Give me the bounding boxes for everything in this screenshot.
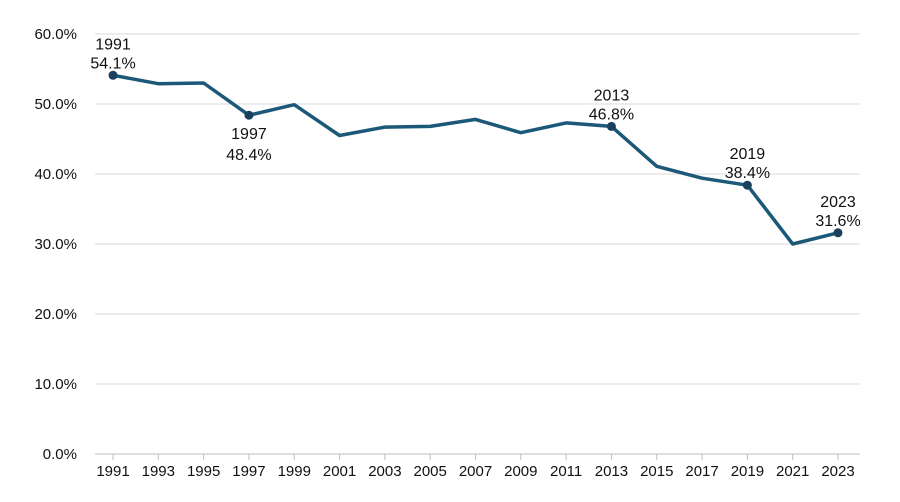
x-axis: 1991 1993 1995 1997 1999 2001 2003 2005 2007 2009… bbox=[96, 454, 855, 480]
x-tick-label: 2015 bbox=[640, 463, 673, 480]
y-tick-label: 30.0% bbox=[34, 236, 77, 253]
annotation-value-label: 31.6% bbox=[815, 213, 860, 230]
x-tick-label: 2019 bbox=[731, 463, 764, 480]
x-tick-label: 1997 bbox=[232, 463, 265, 480]
x-tick-label: 2009 bbox=[504, 463, 537, 480]
x-tick-label: 2007 bbox=[459, 463, 492, 480]
x-tick-label: 2001 bbox=[323, 463, 356, 480]
annotation-year-label: 1991 bbox=[95, 36, 131, 53]
data-point-marker bbox=[606, 121, 616, 131]
data-point-marker bbox=[244, 110, 254, 120]
annotation-value-label: 46.8% bbox=[589, 106, 634, 123]
data-point-marker bbox=[108, 70, 118, 80]
annotation-value-label: 54.1% bbox=[90, 55, 135, 72]
x-tick-label: 2003 bbox=[368, 463, 401, 480]
data-point-marker bbox=[833, 228, 843, 238]
annotation-year-label: 2013 bbox=[594, 87, 630, 104]
x-tick-label: 2013 bbox=[595, 463, 628, 480]
x-tick-label: 1993 bbox=[142, 463, 175, 480]
data-point-marker bbox=[742, 180, 752, 190]
y-axis: 0.0% 10.0% 20.0% 30.0% 40.0% 50.0% 60.0% bbox=[34, 26, 77, 463]
x-tick-label: 2023 bbox=[821, 463, 854, 480]
annotation-value-label: 48.4% bbox=[226, 147, 271, 164]
x-tick-label: 2021 bbox=[776, 463, 809, 480]
series-line bbox=[111, 73, 840, 246]
annotation-year-label: 1997 bbox=[231, 126, 267, 143]
x-tick-label: 1991 bbox=[96, 463, 129, 480]
y-tick-label: 10.0% bbox=[34, 376, 77, 393]
y-tick-label: 20.0% bbox=[34, 306, 77, 323]
x-tick-label: 2017 bbox=[685, 463, 718, 480]
annotation-layer: 1991 54.1% 1997 48.4% 2013 46.8% 2019 38.4% 2023… bbox=[90, 36, 861, 238]
annotation-year-label: 2019 bbox=[730, 146, 766, 163]
x-tick-label: 2011 bbox=[550, 463, 582, 480]
annotation-year-label: 2023 bbox=[820, 194, 856, 211]
series-layer bbox=[111, 73, 840, 246]
y-tick-label: 0.0% bbox=[43, 446, 77, 463]
y-tick-label: 60.0% bbox=[34, 26, 77, 43]
x-tick-label: 1999 bbox=[278, 463, 311, 480]
x-tick-label: 2005 bbox=[414, 463, 447, 480]
y-tick-label: 40.0% bbox=[34, 166, 77, 183]
annotation-value-label: 38.4% bbox=[725, 165, 770, 182]
x-tick-label: 1995 bbox=[187, 463, 220, 480]
y-tick-label: 50.0% bbox=[34, 96, 77, 113]
grid-layer bbox=[95, 33, 860, 455]
